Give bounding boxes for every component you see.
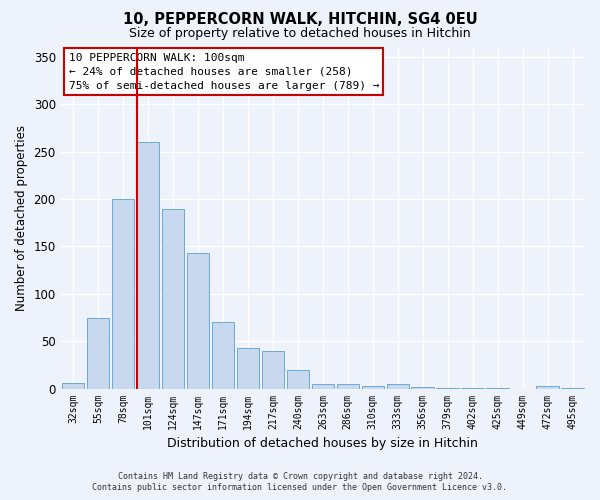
Bar [386,384,409,388]
Bar [311,384,334,388]
Bar [262,350,284,389]
Bar [112,199,134,388]
Text: 10 PEPPERCORN WALK: 100sqm
← 24% of detached houses are smaller (258)
75% of sem: 10 PEPPERCORN WALK: 100sqm ← 24% of deta… [68,52,379,90]
Text: Size of property relative to detached houses in Hitchin: Size of property relative to detached ho… [129,28,471,40]
Bar [337,384,359,388]
Bar [212,322,234,388]
Bar [412,386,434,388]
Bar [162,208,184,388]
Bar [362,386,384,388]
Bar [187,253,209,388]
Bar [62,383,85,388]
Bar [137,142,159,388]
Bar [287,370,309,388]
Bar [236,348,259,389]
Y-axis label: Number of detached properties: Number of detached properties [15,125,28,311]
Text: Contains HM Land Registry data © Crown copyright and database right 2024.
Contai: Contains HM Land Registry data © Crown c… [92,472,508,492]
Text: 10, PEPPERCORN WALK, HITCHIN, SG4 0EU: 10, PEPPERCORN WALK, HITCHIN, SG4 0EU [122,12,478,28]
Bar [536,386,559,388]
X-axis label: Distribution of detached houses by size in Hitchin: Distribution of detached houses by size … [167,437,478,450]
Bar [87,318,109,388]
